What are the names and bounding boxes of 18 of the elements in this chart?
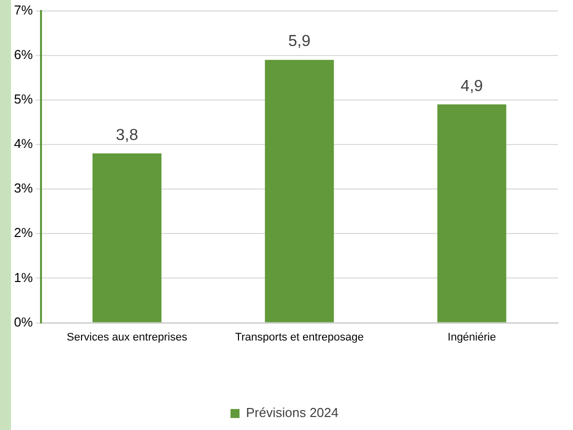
x-tick-label: Services aux entreprises (66, 331, 188, 344)
y-tick-label: 2% (14, 225, 34, 240)
y-tick-label: 6% (14, 46, 34, 62)
y-tick-label: 3% (14, 180, 34, 196)
data-label: 3,8 (116, 126, 138, 144)
y-tick-label: 7% (14, 2, 34, 18)
y-tick-label: 4% (14, 136, 34, 152)
x-tick-label: Transports et entreposage (235, 331, 364, 344)
bar (264, 60, 334, 322)
y-tick-label: 5% (14, 92, 34, 107)
y-tick-label: 0% (14, 314, 34, 330)
y-tick-label: 1% (14, 270, 34, 285)
bar (437, 104, 506, 322)
data-label: 4,9 (460, 78, 484, 95)
data-label: 5,9 (288, 33, 311, 50)
bar (92, 153, 162, 322)
legend-label: Prévisions 2024 (246, 405, 338, 420)
x-tick-label: Ingéniérie (448, 331, 496, 344)
